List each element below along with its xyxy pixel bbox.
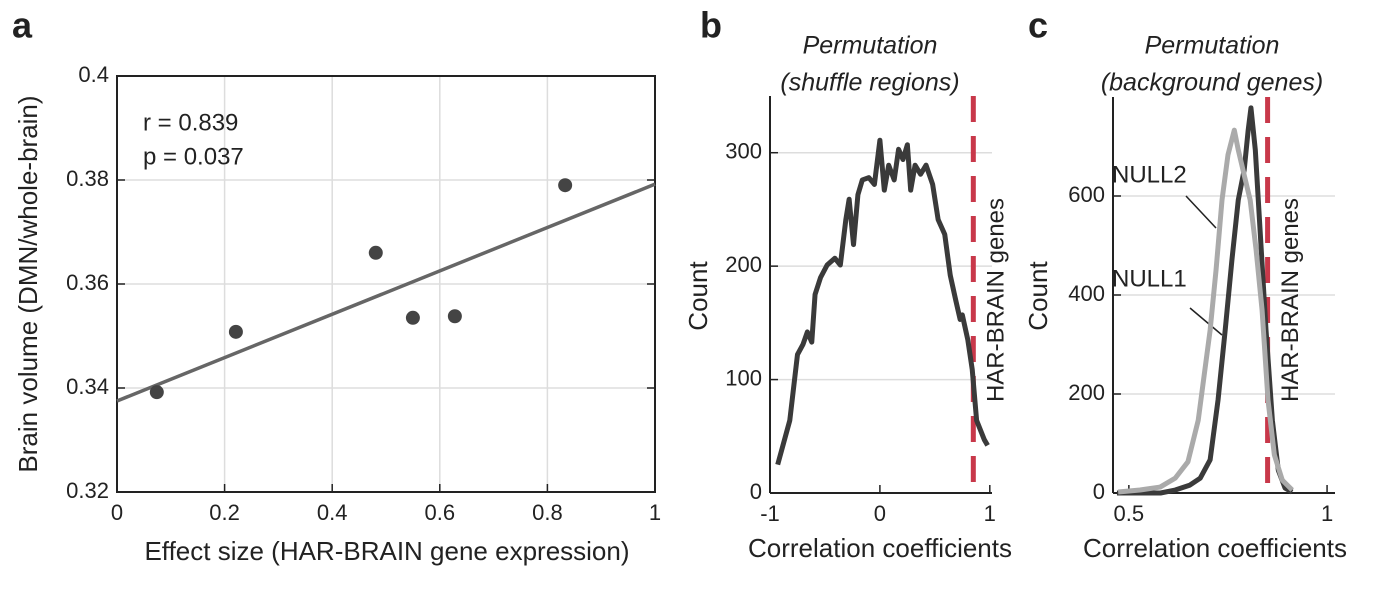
leader-line [1185,195,1217,229]
reference-label: HAR-BRAIN genes [1277,198,1304,402]
chart-title: Permutation [1145,32,1280,60]
x-tick-label: 0.5 [1114,501,1145,526]
y-tick-label: 0 [750,479,762,504]
series-line [775,137,990,466]
x-tick-label: 0 [111,500,123,525]
panel-label: c [1028,5,1048,46]
y-tick-label: 600 [1068,182,1105,207]
x-tick-label: 0.8 [532,500,563,525]
annotation: r = 0.839 [143,109,238,136]
x-tick-label: -1 [760,501,780,526]
y-tick-label: 0.36 [66,270,109,295]
x-axis-label: Correlation coefficients [748,533,1012,563]
chart-title: Permutation [803,32,938,60]
x-tick-label: 0 [874,501,886,526]
annotation: p = 0.037 [143,143,244,170]
y-tick-label: 0 [1093,479,1105,504]
y-tick-label: 200 [1068,380,1105,405]
chart-title: (shuffle regions) [780,69,959,97]
x-axis-label: Correlation coefficients [1083,533,1347,563]
x-tick-label: 1 [649,500,661,525]
leader-line [1189,307,1223,336]
y-tick-label: 300 [725,139,762,164]
y-tick-label: 0.34 [66,374,109,399]
reference-label: HAR-BRAIN genes [983,198,1010,402]
point [228,324,243,339]
x-tick-label: 0.4 [317,500,348,525]
point [149,385,164,400]
axes-box [116,75,656,493]
point [368,245,383,260]
y-axis-label: Brain volume (DMN/whole-brain) [13,95,43,472]
y-tick-label: 100 [725,365,762,390]
y-tick-label: 0.32 [66,478,109,503]
x-tick-label: 0.2 [209,500,240,525]
point [405,310,420,325]
point [447,309,462,324]
x-tick-label: 1 [984,501,996,526]
panel-label: a [12,5,33,46]
fit-line [116,182,656,403]
y-axis-label: Count [683,261,713,331]
chart-title: (background genes) [1101,69,1323,97]
panel-label: b [700,5,722,46]
x-tick-label: 0.6 [425,500,456,525]
x-tick-label: 1 [1321,501,1333,526]
series-label: NULL2 [1112,161,1187,188]
y-tick-label: 200 [725,252,762,277]
series-line [1116,105,1294,496]
x-axis-label: Effect size (HAR-BRAIN gene expression) [144,536,629,566]
y-tick-label: 0.4 [78,62,109,87]
series-label: NULL1 [1112,265,1187,292]
y-tick-label: 400 [1068,281,1105,306]
y-axis-label: Count [1023,261,1053,331]
y-tick-label: 0.38 [66,166,109,191]
series-line [1117,127,1294,495]
point [558,178,573,193]
